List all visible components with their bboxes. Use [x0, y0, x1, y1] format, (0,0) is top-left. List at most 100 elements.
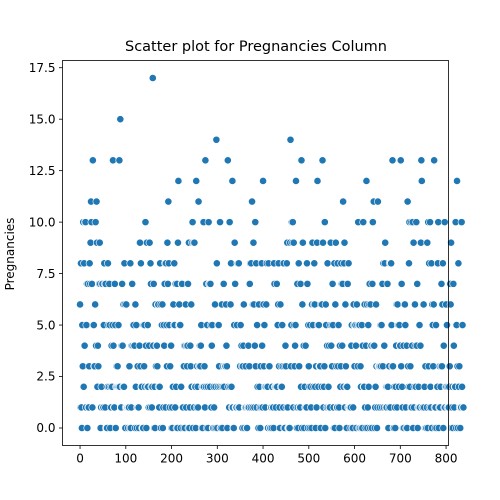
- data-point: [226, 300, 235, 309]
- data-point: [111, 424, 120, 432]
- data-point: [120, 382, 128, 391]
- data-point: [437, 279, 446, 288]
- data-point: [296, 279, 305, 288]
- data-point: [364, 382, 373, 391]
- data-point: [297, 156, 306, 165]
- data-point: [380, 341, 389, 350]
- data-point: [95, 238, 104, 247]
- data-point: [449, 279, 458, 288]
- data-point: [363, 403, 372, 412]
- data-point: [291, 341, 299, 350]
- data-point: [114, 321, 123, 329]
- data-point: [158, 424, 167, 432]
- data-point: [91, 218, 100, 227]
- data-point: [457, 218, 466, 227]
- data-point: [163, 279, 172, 288]
- data-point: [265, 362, 274, 371]
- data-point: [453, 177, 461, 185]
- data-point: [388, 156, 397, 165]
- data-point: [245, 279, 254, 288]
- data-point: [387, 259, 396, 268]
- data-point: [383, 279, 392, 288]
- data-point: [439, 341, 448, 350]
- data-point: [321, 424, 330, 432]
- data-point: [91, 300, 100, 309]
- data-point: [352, 341, 360, 350]
- data-point: [236, 321, 245, 329]
- data-point: [416, 341, 425, 350]
- data-point: [298, 300, 307, 309]
- data-point: [338, 341, 347, 350]
- x-tick-label: 400: [252, 452, 275, 466]
- data-point: [155, 382, 164, 391]
- data-point: [429, 300, 438, 309]
- data-point: [163, 238, 172, 247]
- data-point: [227, 382, 236, 391]
- data-point: [368, 218, 377, 227]
- data-point: [294, 259, 303, 268]
- data-point: [458, 382, 466, 391]
- plot-frame: [62, 60, 449, 446]
- data-point: [219, 279, 228, 288]
- data-point: [341, 300, 350, 309]
- data-point: [260, 321, 269, 329]
- data-point: [234, 259, 243, 268]
- data-point: [400, 300, 409, 309]
- data-point: [253, 321, 261, 329]
- data-point: [352, 300, 361, 309]
- data-point: [423, 238, 432, 247]
- data-point: [278, 321, 287, 329]
- x-tick-label: 500: [297, 452, 320, 466]
- data-point: [132, 321, 141, 329]
- data-point: [318, 156, 327, 165]
- data-point: [216, 218, 224, 227]
- data-point: [153, 362, 162, 371]
- data-point: [327, 341, 336, 350]
- data-point: [80, 341, 89, 350]
- data-point: [79, 382, 88, 391]
- data-point: [223, 156, 232, 165]
- data-point: [409, 238, 418, 247]
- data-point: [187, 300, 196, 309]
- data-point: [456, 424, 465, 432]
- data-point: [251, 218, 260, 227]
- data-point: [310, 259, 319, 268]
- data-point: [222, 341, 231, 350]
- data-point: [256, 424, 265, 432]
- data-point: [289, 238, 298, 247]
- data-point: [231, 279, 240, 288]
- data-point: [250, 341, 259, 350]
- data-point: [136, 238, 144, 247]
- chart-title: Scatter plot for Pregnancies Column: [125, 39, 387, 55]
- data-point: [229, 424, 238, 432]
- data-point: [285, 424, 294, 432]
- data-point: [149, 279, 158, 288]
- data-point: [295, 362, 304, 371]
- data-point: [391, 424, 400, 432]
- data-point: [314, 321, 323, 329]
- data-point: [196, 341, 205, 350]
- data-point: [417, 177, 426, 185]
- data-point: [166, 362, 175, 371]
- data-point: [320, 218, 329, 227]
- data-point: [277, 382, 286, 391]
- data-point: [94, 362, 103, 371]
- data-point: [83, 424, 92, 432]
- data-point: [212, 259, 221, 268]
- data-point: [321, 300, 330, 309]
- data-point: [174, 177, 183, 185]
- data-point: [343, 279, 352, 288]
- data-point: [118, 341, 127, 350]
- data-point: [301, 341, 310, 350]
- data-point: [371, 382, 380, 391]
- data-point: [113, 362, 122, 371]
- data-point: [440, 218, 449, 227]
- data-point: [145, 238, 154, 247]
- data-point: [377, 321, 386, 329]
- data-point: [110, 279, 119, 288]
- data-point: [454, 259, 463, 268]
- y-axis: 0.0 2.5 5.0 7.5 10.0 12.5 15.0 17.5: [29, 61, 63, 435]
- data-point: [413, 424, 422, 432]
- data-point: [319, 238, 327, 247]
- data-point: [194, 197, 203, 206]
